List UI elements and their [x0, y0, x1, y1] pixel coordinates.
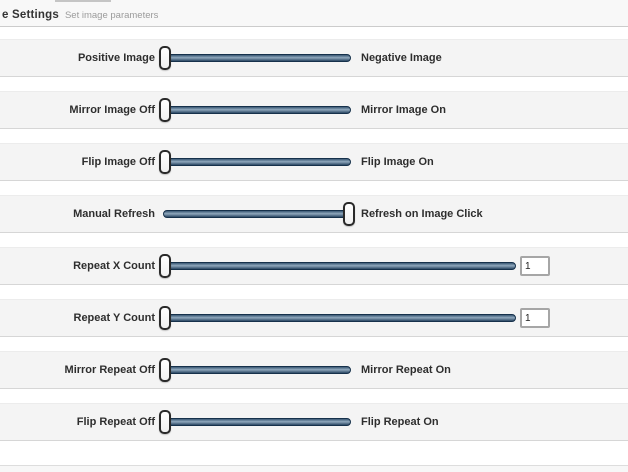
- refresh-on-click-label: Refresh on Image Click: [361, 208, 483, 220]
- mirror-image-slider[interactable]: [159, 98, 351, 122]
- mirror-image-on-label: Mirror Image On: [361, 104, 446, 116]
- mirror-image-slider-handle[interactable]: [159, 98, 171, 122]
- repeat-x-count-slider[interactable]: [159, 254, 516, 278]
- mirror-image-off-label: Mirror Image Off: [69, 104, 155, 116]
- flip-image-slider[interactable]: [159, 150, 351, 174]
- repeat-y-count-input[interactable]: [520, 308, 550, 328]
- positive-negative-image-slider[interactable]: [159, 46, 351, 70]
- mirror-repeat-slider-handle[interactable]: [159, 358, 171, 382]
- positive-negative-slider-handle[interactable]: [159, 46, 171, 70]
- setting-row-refresh-mode: Manual Refresh Refresh on Image Click: [0, 195, 628, 233]
- flip-repeat-off-label: Flip Repeat Off: [76, 416, 155, 428]
- flip-repeat-on-label: Flip Repeat On: [361, 416, 439, 428]
- repeat-x-count-label: Repeat X Count: [73, 260, 155, 272]
- positive-image-label: Positive Image: [77, 52, 155, 64]
- repeat-x-slider-handle[interactable]: [159, 254, 171, 278]
- setting-row-positive-negative: Positive Image Negative Image: [0, 39, 628, 77]
- top-border-fragment: [55, 0, 111, 2]
- repeat-y-count-slider[interactable]: [159, 306, 516, 330]
- flip-image-slider-handle[interactable]: [159, 150, 171, 174]
- section-header: e Settings Set image parameters: [0, 0, 628, 27]
- negative-image-label: Negative Image: [361, 52, 442, 64]
- manual-refresh-label: Manual Refresh: [73, 208, 155, 220]
- setting-row-flip-image: Flip Image Off Flip Image On: [0, 143, 628, 181]
- flip-image-on-label: Flip Image On: [361, 156, 434, 168]
- setting-row-repeat-x: Repeat X Count: [0, 247, 628, 285]
- setting-row-flip-repeat: Flip Repeat Off Flip Repeat On: [0, 403, 628, 441]
- bottom-spacer: [0, 455, 628, 465]
- setting-row-repeat-y: Repeat Y Count: [0, 299, 628, 337]
- next-section-edge: [0, 465, 628, 472]
- section-title: e Settings: [2, 8, 59, 21]
- flip-image-off-label: Flip Image Off: [81, 156, 155, 168]
- flip-repeat-slider-handle[interactable]: [159, 410, 171, 434]
- refresh-mode-slider-handle[interactable]: [343, 202, 355, 226]
- repeat-y-count-label: Repeat Y Count: [73, 312, 156, 324]
- flip-repeat-slider[interactable]: [159, 410, 351, 434]
- setting-row-mirror-image: Mirror Image Off Mirror Image On: [0, 91, 628, 129]
- mirror-repeat-off-label: Mirror Repeat Off: [64, 364, 155, 376]
- section-subtitle: Set image parameters: [64, 9, 159, 21]
- repeat-x-count-input[interactable]: [520, 256, 550, 276]
- refresh-mode-slider[interactable]: [163, 202, 355, 226]
- setting-row-mirror-repeat: Mirror Repeat Off Mirror Repeat On: [0, 351, 628, 389]
- repeat-y-slider-handle[interactable]: [159, 306, 171, 330]
- mirror-repeat-on-label: Mirror Repeat On: [361, 364, 451, 376]
- settings-rows: Positive Image Negative Image Mirror Ima…: [0, 27, 628, 441]
- mirror-repeat-slider[interactable]: [159, 358, 351, 382]
